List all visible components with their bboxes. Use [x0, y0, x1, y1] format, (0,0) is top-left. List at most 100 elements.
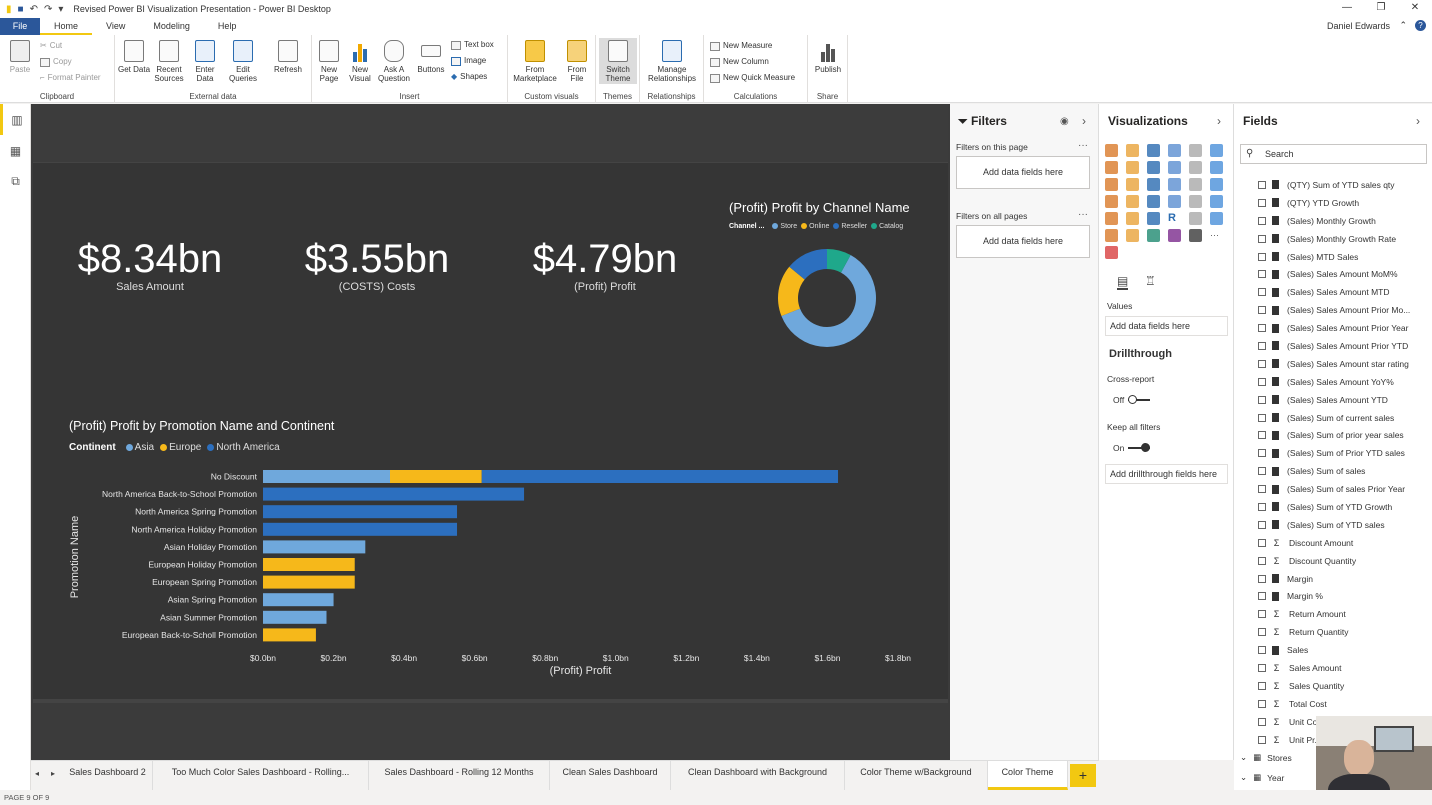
clustered-bar-visual-icon[interactable]: [1147, 144, 1160, 157]
drillthrough-well[interactable]: Add drillthrough fields here: [1105, 464, 1228, 484]
area-visual-icon[interactable]: [1126, 161, 1139, 174]
new-quick-measure-button[interactable]: New Quick Measure: [710, 73, 795, 83]
custom-stack-visual-icon[interactable]: [1189, 229, 1202, 242]
legend-item-north-america[interactable]: North America: [207, 442, 280, 453]
switch-theme-button[interactable]: Switch Theme: [599, 38, 637, 84]
clustered-column-visual-icon[interactable]: [1168, 144, 1181, 157]
gauge-visual-icon[interactable]: [1147, 195, 1160, 208]
checkbox[interactable]: [1258, 646, 1266, 655]
field-item[interactable]: Σ Unit Pr...: [1258, 731, 1426, 749]
undo-icon[interactable]: ↶: [29, 3, 38, 15]
field-item[interactable]: Σ Return Amount: [1258, 605, 1426, 623]
new-visual-button[interactable]: New Visual: [345, 40, 375, 83]
page-tab[interactable]: Sales Dashboard 2: [63, 761, 153, 790]
checkbox[interactable]: [1258, 699, 1266, 708]
checkbox[interactable]: [1258, 252, 1266, 261]
bar-asia[interactable]: [263, 610, 327, 624]
donut-slice-catalog[interactable]: [827, 249, 851, 273]
100-bar-visual-icon[interactable]: [1189, 144, 1202, 157]
bar-north-america[interactable]: [263, 522, 458, 536]
checkbox[interactable]: [1258, 717, 1266, 726]
field-item[interactable]: (Sales) Sales Amount YoY%: [1258, 373, 1426, 391]
checkbox[interactable]: [1258, 216, 1266, 225]
redo-icon[interactable]: ↷: [43, 3, 53, 15]
field-item[interactable]: Σ Sales Amount: [1258, 659, 1426, 677]
checkbox[interactable]: [1258, 520, 1266, 529]
more-options-icon[interactable]: ···: [1078, 209, 1088, 220]
more-visual-icon[interactable]: ···: [1210, 230, 1219, 240]
bar-north-america[interactable]: [481, 470, 839, 483]
from-file-button[interactable]: From File: [562, 40, 592, 83]
checkbox[interactable]: [1258, 502, 1266, 511]
pie-visual-icon[interactable]: [1147, 178, 1160, 191]
paste-button[interactable]: Paste: [6, 40, 34, 74]
file-menu[interactable]: File: [0, 18, 40, 35]
checkbox[interactable]: [1258, 574, 1266, 583]
cross-report-toggle[interactable]: Off: [1113, 395, 1151, 405]
legend-item-catalog[interactable]: Catalog: [871, 223, 903, 230]
donut-slice-store[interactable]: [781, 255, 876, 347]
user-name[interactable]: Daniel Edwards: [1326, 21, 1390, 31]
format-tab-icon[interactable]: ♖: [1145, 274, 1156, 288]
bar-europe[interactable]: [263, 575, 355, 589]
page-tab[interactable]: Sales Dashboard - Rolling 12 Months: [369, 761, 550, 790]
stacked-area-visual-icon[interactable]: [1147, 161, 1160, 174]
tab-help[interactable]: Help: [217, 21, 237, 31]
checkbox[interactable]: [1258, 413, 1266, 422]
bar-chart[interactable]: No Discount North America Back-to-School …: [33, 460, 948, 685]
checkbox[interactable]: [1258, 449, 1266, 458]
bar-north-america[interactable]: [263, 487, 525, 501]
funnel-visual-icon[interactable]: [1126, 195, 1139, 208]
help-icon[interactable]: ?: [1415, 20, 1426, 31]
field-item[interactable]: (Sales) Sales Amount Prior YTD: [1258, 337, 1426, 355]
legend-item-reseller[interactable]: Reseller: [833, 223, 867, 230]
field-item[interactable]: Σ Discount Quantity: [1258, 552, 1426, 570]
field-item[interactable]: (Sales) Sales Amount MoM%: [1258, 265, 1426, 283]
r-visual-visual-icon[interactable]: R: [1168, 212, 1176, 224]
collapse-fields-icon[interactable]: ›: [1416, 114, 1420, 128]
field-item[interactable]: (Sales) Sales Amount Prior Mo...: [1258, 301, 1426, 319]
field-item[interactable]: (Sales) Sum of Prior YTD sales: [1258, 444, 1426, 462]
values-well[interactable]: Add data fields here: [1105, 316, 1228, 336]
waterfall-visual-icon[interactable]: [1105, 178, 1118, 191]
checkbox[interactable]: [1258, 628, 1266, 637]
kpi-card-costs[interactable]: $3.55bn (COSTS) Costs: [297, 237, 457, 293]
field-item[interactable]: Margin %: [1258, 587, 1426, 605]
table-year[interactable]: ⌄ ▦ Year: [1240, 772, 1285, 783]
map-visual-icon[interactable]: [1210, 178, 1223, 191]
manage-relationships-button[interactable]: Manage Relationships: [642, 40, 702, 83]
filled-map-visual-icon[interactable]: [1105, 195, 1118, 208]
field-item[interactable]: (Sales) Monthly Growth: [1258, 212, 1426, 230]
kpi-visual-icon[interactable]: [1210, 195, 1223, 208]
card-visual-icon[interactable]: [1189, 195, 1202, 208]
bar-asia[interactable]: [263, 540, 366, 554]
field-item[interactable]: Σ Total Cost: [1258, 695, 1426, 713]
cut-button[interactable]: ✂ Cut: [40, 41, 63, 50]
page-filter-well[interactable]: Add data fields here: [956, 156, 1090, 189]
field-item[interactable]: (Sales) Sum of sales Prior Year: [1258, 480, 1426, 498]
qa-visual-icon[interactable]: [1126, 229, 1139, 242]
field-item[interactable]: (Sales) Sum of prior year sales: [1258, 426, 1426, 444]
scatter-visual-icon[interactable]: [1126, 178, 1139, 191]
line-column-visual-icon[interactable]: [1168, 161, 1181, 174]
slicer-visual-icon[interactable]: [1105, 212, 1118, 225]
restore-icon[interactable]: ❐: [1376, 2, 1386, 13]
tab-home[interactable]: Home: [40, 18, 93, 35]
text-box-button[interactable]: Text box: [451, 40, 494, 50]
checkbox[interactable]: [1258, 735, 1266, 744]
image-button[interactable]: Image: [451, 56, 486, 66]
tab-view[interactable]: View: [106, 21, 126, 31]
enter-data-button[interactable]: Enter Data: [189, 40, 221, 83]
field-item[interactable]: (Sales) Sum of YTD Growth: [1258, 498, 1426, 516]
refresh-button[interactable]: Refresh: [270, 40, 306, 74]
get-data-button[interactable]: Get Data: [118, 40, 150, 74]
more-options-icon[interactable]: ···: [1078, 140, 1088, 151]
globe-visual-icon[interactable]: [1147, 229, 1160, 242]
legend-item-online[interactable]: Online: [801, 223, 829, 230]
custom-purple-visual-icon[interactable]: [1168, 229, 1181, 242]
checkbox[interactable]: [1258, 270, 1266, 279]
bar-north-america[interactable]: [263, 505, 458, 519]
checkbox[interactable]: [1258, 395, 1266, 404]
stacked-column-visual-icon[interactable]: [1126, 144, 1139, 157]
customize-qat-icon[interactable]: ▾: [58, 3, 64, 15]
